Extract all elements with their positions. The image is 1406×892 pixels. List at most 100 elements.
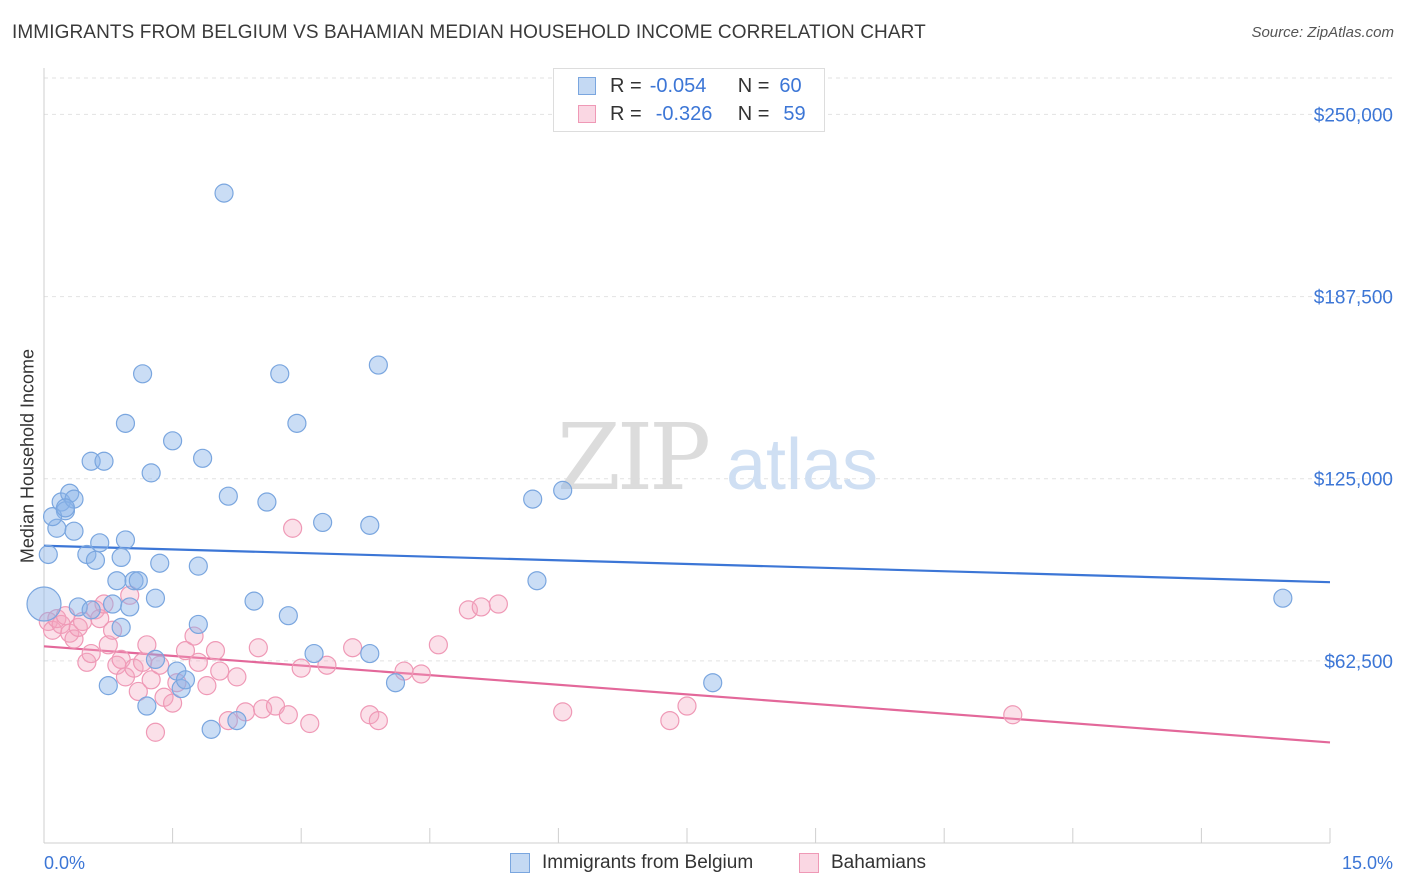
belgium-point [141, 463, 161, 483]
belgium-point [257, 492, 277, 512]
bahamians-point [175, 641, 196, 661]
belgium-point [111, 617, 131, 637]
belgium-point [304, 643, 324, 664]
legend-r-label: R = [610, 74, 642, 97]
legend-row-belgium: R = -0.054 N = 60 [578, 73, 802, 99]
trend-lines [43, 544, 1331, 744]
belgium-point [107, 571, 127, 591]
belgium-point [214, 183, 234, 203]
bahamians-point [128, 681, 148, 702]
y-tick-label: $187,500 [1314, 288, 1393, 309]
watermark: ZIP atlas [557, 404, 878, 511]
legend-r-label: R = [610, 102, 642, 125]
belgium-point [163, 431, 183, 451]
belgium-points [26, 183, 1293, 739]
belgium-point [188, 556, 208, 576]
bahamians-point [343, 638, 363, 658]
bahamians-point [145, 722, 166, 742]
belgium-point [132, 364, 153, 384]
correlation-legend: R = -0.054 N = 60 R = -0.326 N = 59 [553, 68, 825, 132]
belgium-point [218, 486, 238, 506]
legend-item-bahamians[interactable]: Bahamians [799, 852, 926, 874]
bahamians-trend-line [43, 645, 1331, 744]
bahamians-point [283, 518, 303, 538]
bahamians-point [81, 643, 101, 664]
legend-n-label: N = [737, 102, 770, 125]
watermark-zip: ZIP [557, 404, 708, 511]
tick-labels: $62,500 $125,000 $187,500 $250,000 0.0% 15.0% [44, 105, 1393, 873]
legend-swatch-belgium [578, 77, 596, 95]
belgium-point [278, 606, 298, 626]
bahamians-point [660, 710, 680, 731]
legend-swatch-bahamians [799, 853, 819, 873]
belgium-point [38, 544, 58, 565]
legend-r-value: -0.326 [655, 102, 713, 125]
y-tick-label: $250,000 [1314, 105, 1393, 126]
belgium-point [227, 710, 247, 731]
bahamians-point [428, 635, 448, 655]
belgium-point [188, 614, 208, 635]
bahamians-point [205, 641, 226, 661]
legend-label-belgium: Immigrants from Belgium [542, 852, 754, 873]
bahamians-point [248, 638, 268, 658]
bahamians-point [411, 664, 431, 684]
series-legend: Immigrants from Belgium Bahamians [0, 852, 1406, 878]
belgium-point [150, 553, 170, 573]
belgium-point [527, 571, 547, 591]
belgium-point [313, 512, 333, 533]
belgium-point [368, 355, 388, 375]
legend-n-value: 60 [779, 74, 802, 97]
belgium-point [523, 489, 543, 509]
belgium-point [128, 571, 148, 591]
belgium-point [64, 521, 84, 541]
bahamians-point [368, 710, 388, 731]
belgium-point [115, 530, 136, 550]
bahamians-point [137, 635, 157, 655]
legend-swatch-bahamians [578, 105, 596, 123]
legend-row-bahamians: R = -0.326 N = 59 [578, 101, 806, 127]
bahamians-point [227, 667, 247, 687]
bahamians-point [291, 658, 311, 678]
y-tick-label: $62,500 [1324, 652, 1393, 673]
belgium-point [703, 673, 723, 693]
bahamians-point [163, 693, 183, 713]
bahamians-point [210, 661, 230, 681]
legend-item-belgium[interactable]: Immigrants from Belgium [510, 852, 753, 874]
belgium-point [94, 451, 114, 471]
bahamians-point [1003, 705, 1023, 725]
gridlines [44, 77, 1392, 662]
belgium-point [201, 719, 221, 739]
bahamians-point [317, 655, 337, 675]
belgium-point [102, 594, 123, 614]
belgium-point [1273, 588, 1293, 608]
bahamians-point [677, 696, 697, 716]
bahamians-points [38, 518, 1023, 742]
belgium-point [98, 676, 118, 696]
bahamians-point [98, 635, 118, 655]
axes [43, 68, 1331, 844]
bahamians-point [300, 713, 320, 734]
legend-swatch-belgium [510, 853, 530, 873]
bahamians-point [188, 652, 208, 672]
belgium-point [26, 586, 62, 622]
belgium-point [193, 448, 213, 468]
belgium-point [145, 649, 166, 670]
belgium-point [111, 547, 131, 568]
legend-label-bahamians: Bahamians [831, 852, 927, 873]
legend-n-label: N = [737, 74, 770, 97]
belgium-point [137, 696, 157, 716]
belgium-point [360, 643, 380, 664]
belgium-point [145, 588, 166, 608]
bahamians-point [553, 702, 573, 722]
y-tick-label: $125,000 [1314, 470, 1393, 491]
bahamians-point [184, 626, 204, 646]
belgium-point [115, 413, 136, 433]
belgium-point [124, 571, 144, 591]
belgium-point [90, 533, 110, 553]
belgium-trend-line [43, 544, 1331, 584]
bahamians-point [471, 597, 491, 617]
bahamians-point [77, 652, 97, 672]
belgium-point [55, 498, 76, 518]
belgium-point [553, 480, 573, 500]
